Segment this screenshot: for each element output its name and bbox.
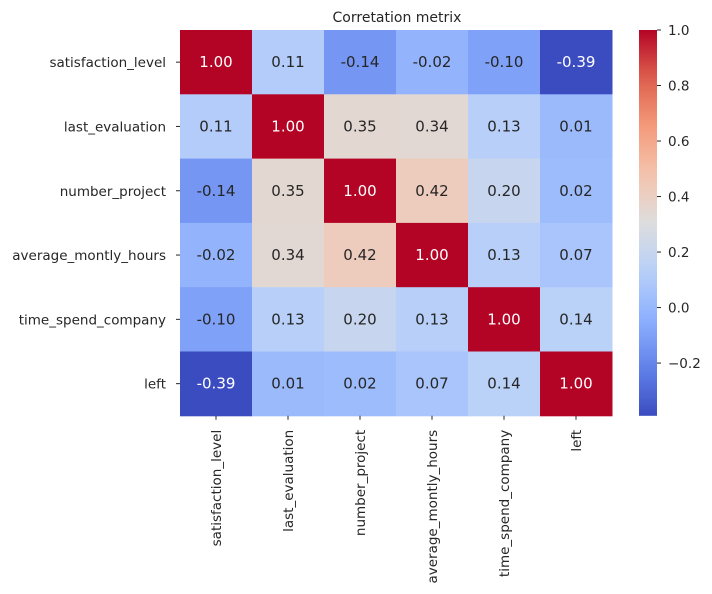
chart-title: Corretation metrix bbox=[333, 10, 462, 26]
cell-annotation: 0.20 bbox=[487, 182, 520, 200]
heatmap-cell bbox=[180, 158, 253, 224]
cell-annotation: 0.13 bbox=[487, 246, 520, 264]
heatmap-cell bbox=[468, 94, 541, 160]
heatmap-cell bbox=[468, 222, 541, 288]
cell-annotation: 1.00 bbox=[559, 375, 592, 393]
heatmap-cell bbox=[324, 30, 397, 95]
cell-annotation: 0.42 bbox=[415, 182, 448, 200]
cell-annotation: 0.11 bbox=[271, 53, 304, 71]
cell-annotation: -0.02 bbox=[197, 246, 236, 264]
cell-annotation: 0.07 bbox=[415, 375, 448, 393]
cell-annotation: 0.01 bbox=[271, 375, 304, 393]
colorbar-tick-label: 0.2 bbox=[668, 245, 689, 261]
heatmap-cell bbox=[324, 287, 397, 352]
row-label: last_evaluation bbox=[64, 119, 166, 135]
cell-annotation: 0.14 bbox=[559, 310, 592, 328]
heatmap-cell bbox=[180, 351, 253, 417]
heatmap-cell bbox=[540, 351, 613, 417]
heatmap-cell bbox=[180, 287, 253, 352]
heatmap-cell bbox=[252, 158, 325, 224]
cell-annotation: 0.13 bbox=[271, 310, 304, 328]
heatmap-cell bbox=[252, 30, 325, 95]
cell-annotation: 0.11 bbox=[199, 117, 232, 135]
heatmap-cell bbox=[180, 94, 253, 160]
row-label: average_montly_hours bbox=[12, 248, 166, 264]
column-labels: satisfaction_level last_evaluation number_… bbox=[209, 415, 585, 584]
cell-annotation: 1.00 bbox=[415, 246, 448, 264]
heatmap-cell bbox=[252, 351, 325, 417]
cell-annotation: -0.10 bbox=[197, 310, 236, 328]
column-label: number_project bbox=[353, 430, 369, 536]
cell-annotation: 0.34 bbox=[271, 246, 304, 264]
heatmap-cell bbox=[468, 158, 541, 224]
row-labels: satisfaction_level last_evaluation number_… bbox=[12, 55, 180, 393]
heatmap-cell bbox=[468, 287, 541, 352]
column-label: satisfaction_level bbox=[209, 430, 225, 547]
cell-annotation: 0.42 bbox=[343, 246, 376, 264]
cell-annotation: 0.07 bbox=[559, 246, 592, 264]
colorbar-tick-label: 0.4 bbox=[668, 190, 689, 206]
heatmap-cell bbox=[252, 222, 325, 288]
heatmap-cell bbox=[180, 222, 253, 288]
column-label: average_montly_hours bbox=[425, 430, 441, 584]
heatmap-cell bbox=[396, 222, 469, 288]
heatmap-cell bbox=[396, 351, 469, 417]
column-label: time_spend_company bbox=[497, 430, 513, 577]
cell-annotation: -0.39 bbox=[557, 53, 596, 71]
heatmap-cell bbox=[468, 30, 541, 95]
heatmap-cell bbox=[540, 30, 613, 95]
cell-annotation: -0.02 bbox=[413, 53, 452, 71]
cell-annotation: 0.35 bbox=[343, 117, 376, 135]
heatmap-cell bbox=[468, 351, 541, 417]
colorbar: −0.2 0.0 0.2 0.4 0.6 0.8 1.0 bbox=[639, 23, 701, 416]
cell-annotation: 0.13 bbox=[415, 310, 448, 328]
cell-annotation: 1.00 bbox=[343, 182, 376, 200]
heatmap-cell bbox=[252, 94, 325, 160]
heatmap-cell bbox=[252, 287, 325, 352]
cell-annotation: 0.20 bbox=[343, 310, 376, 328]
cell-annotation: 0.14 bbox=[487, 375, 520, 393]
row-label: left bbox=[144, 377, 166, 393]
heatmap-cell bbox=[324, 94, 397, 160]
cell-annotation: 1.00 bbox=[199, 53, 232, 71]
cell-annotation: 0.02 bbox=[559, 182, 592, 200]
cell-annotation: 0.34 bbox=[415, 117, 448, 135]
cell-annotation: 0.35 bbox=[271, 182, 304, 200]
heatmap-cell bbox=[396, 287, 469, 352]
colorbar-tick-label: −0.2 bbox=[668, 356, 701, 372]
heatmap-cell bbox=[324, 351, 397, 417]
heatmap-cell bbox=[396, 158, 469, 224]
colorbar-tick-label: 0.6 bbox=[668, 134, 689, 150]
heatmap-cell bbox=[540, 287, 613, 352]
cell-annotation: -0.39 bbox=[197, 375, 236, 393]
cell-annotation: 0.01 bbox=[559, 117, 592, 135]
cell-annotation: -0.14 bbox=[341, 53, 380, 71]
cell-annotation: 1.00 bbox=[487, 310, 520, 328]
colorbar-tick-label: 0.8 bbox=[668, 79, 689, 95]
colorbar-gradient bbox=[639, 30, 657, 416]
heatmap-cell bbox=[396, 30, 469, 95]
heatmap-cell bbox=[180, 30, 253, 95]
row-label: time_spend_company bbox=[19, 312, 166, 328]
row-label: number_project bbox=[60, 184, 166, 200]
heatmap-cell bbox=[396, 94, 469, 160]
heatmap-cell bbox=[324, 222, 397, 288]
column-label: left bbox=[569, 430, 585, 452]
colorbar-tick-label: 0.0 bbox=[668, 301, 689, 317]
cell-annotation: -0.10 bbox=[485, 53, 524, 71]
cell-annotation: -0.14 bbox=[197, 182, 236, 200]
cell-annotation: 0.13 bbox=[487, 117, 520, 135]
heatmap-cells: 1.00 0.11 -0.14 -0.02 -0.10 -0.39 0.11 1.00 0.35… bbox=[180, 30, 613, 417]
heatmap-cell bbox=[540, 158, 613, 224]
column-label: last_evaluation bbox=[281, 430, 297, 532]
row-label: satisfaction_level bbox=[49, 55, 166, 71]
cell-annotation: 1.00 bbox=[271, 117, 304, 135]
heatmap-cell bbox=[540, 94, 613, 160]
cell-annotation: 0.02 bbox=[343, 375, 376, 393]
heatmap-cell bbox=[324, 158, 397, 224]
colorbar-tick-label: 1.0 bbox=[668, 23, 689, 39]
heatmap-cell bbox=[540, 222, 613, 288]
